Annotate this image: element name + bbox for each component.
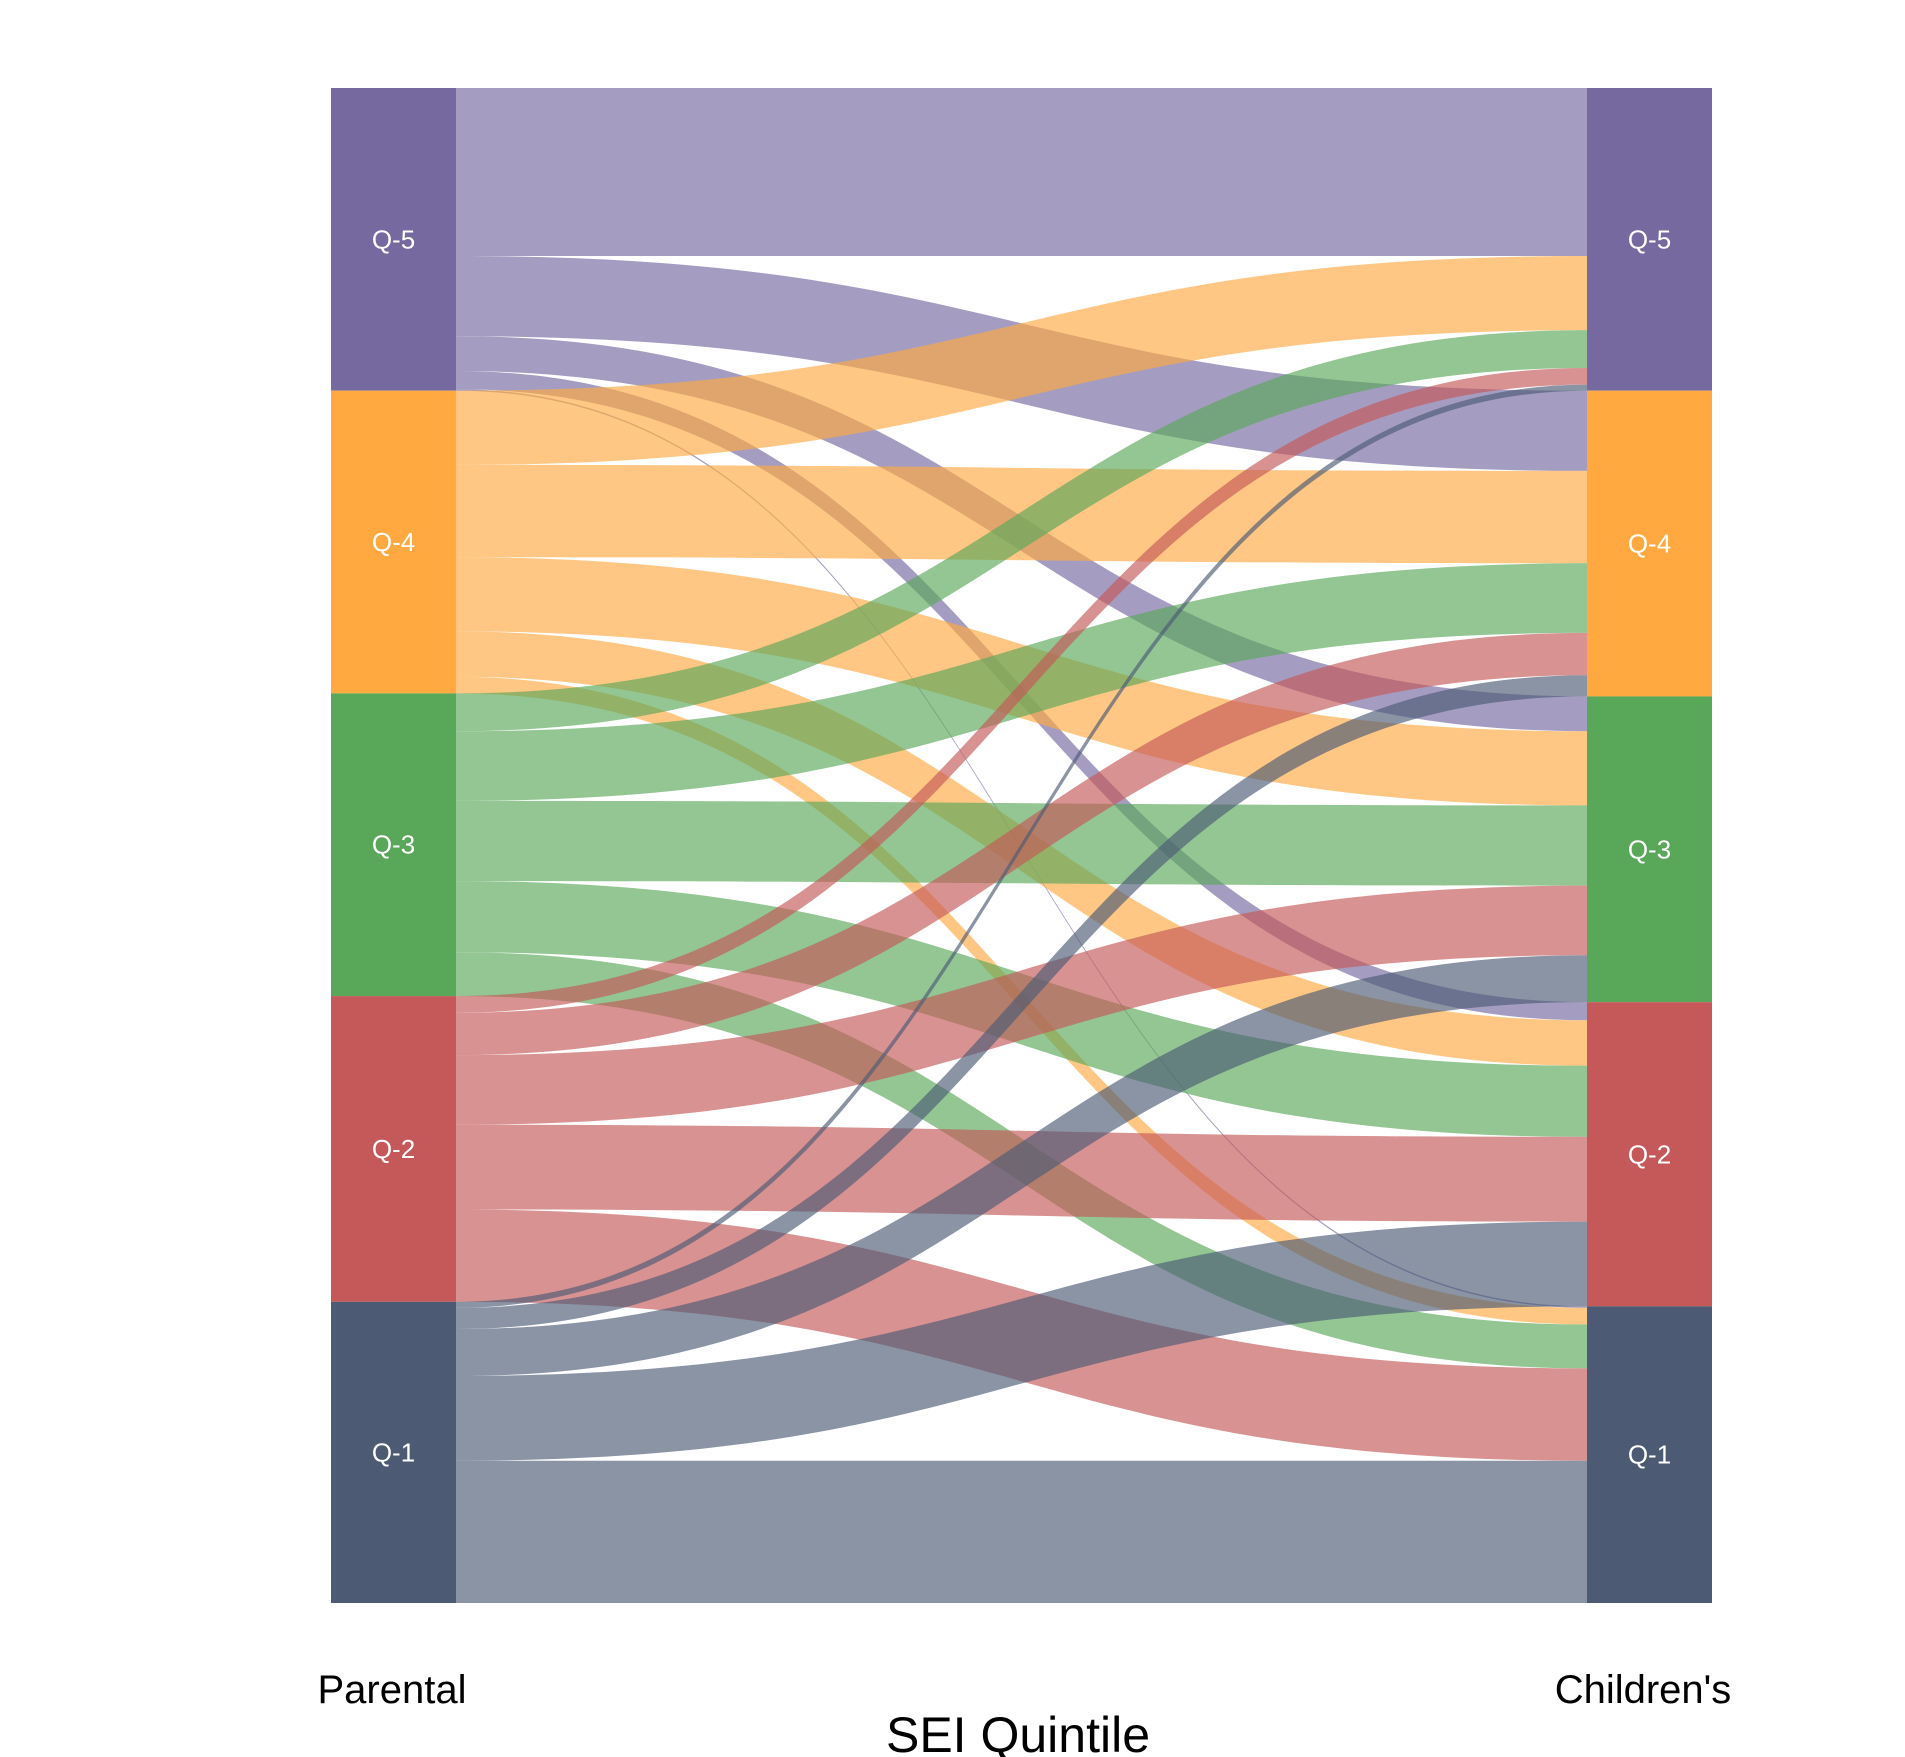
flow-q-5-to-q-5 (456, 88, 1587, 256)
parental-node-q-5 (331, 88, 456, 391)
childrens-node-q-2 (1587, 1002, 1712, 1307)
childrens-node-label-q-1: Q-1 (1628, 1440, 1671, 1470)
axis-label-parental: Parental (318, 1668, 467, 1712)
flow-q-1-to-q-2 (456, 1221, 1587, 1461)
parental-node-q-3 (331, 693, 456, 997)
parental-node-label-q-4: Q-4 (372, 527, 415, 557)
flow-q-2-to-q-5 (456, 367, 1587, 1013)
parental-node-label-q-5: Q-5 (372, 224, 415, 254)
childrens-node-label-q-4: Q-4 (1628, 529, 1671, 559)
nodes-group: Q-5 Q-5 Q-4 Q-4 Q-3 Q-3 Q-2 Q-2 Q-1 Q-1 (331, 88, 1712, 1603)
flow-q-4-to-q-5 (456, 255, 1587, 465)
parental-node-label-q-2: Q-2 (372, 1134, 415, 1164)
childrens-node-label-q-2: Q-2 (1628, 1139, 1671, 1169)
flow-q-1-to-q-1 (456, 1460, 1587, 1603)
flow-q-1-to-q-4 (456, 675, 1587, 1330)
flow-q-1-to-q-5 (456, 384, 1587, 1308)
parental-node-label-q-3: Q-3 (372, 830, 415, 860)
flows-group (456, 88, 1587, 1603)
childrens-node-q-4 (1587, 390, 1712, 697)
childrens-node-label-q-5: Q-5 (1628, 224, 1671, 254)
childrens-node-q-1 (1587, 1306, 1712, 1603)
childrens-node-q-3 (1587, 696, 1712, 1003)
axis-label-childrens: Children's (1555, 1668, 1732, 1712)
x-axis-title: SEI Quintile (886, 1707, 1150, 1757)
childrens-node-label-q-3: Q-3 (1628, 834, 1671, 864)
parental-node-q-2 (331, 996, 456, 1302)
flow-q-1-to-q-3 (456, 955, 1587, 1376)
parental-node-label-q-1: Q-1 (372, 1437, 415, 1467)
childrens-node-q-5 (1587, 88, 1712, 391)
parental-node-q-1 (331, 1301, 456, 1603)
parental-node-q-4 (331, 390, 456, 694)
flow-q-3-to-q-5 (456, 330, 1587, 732)
